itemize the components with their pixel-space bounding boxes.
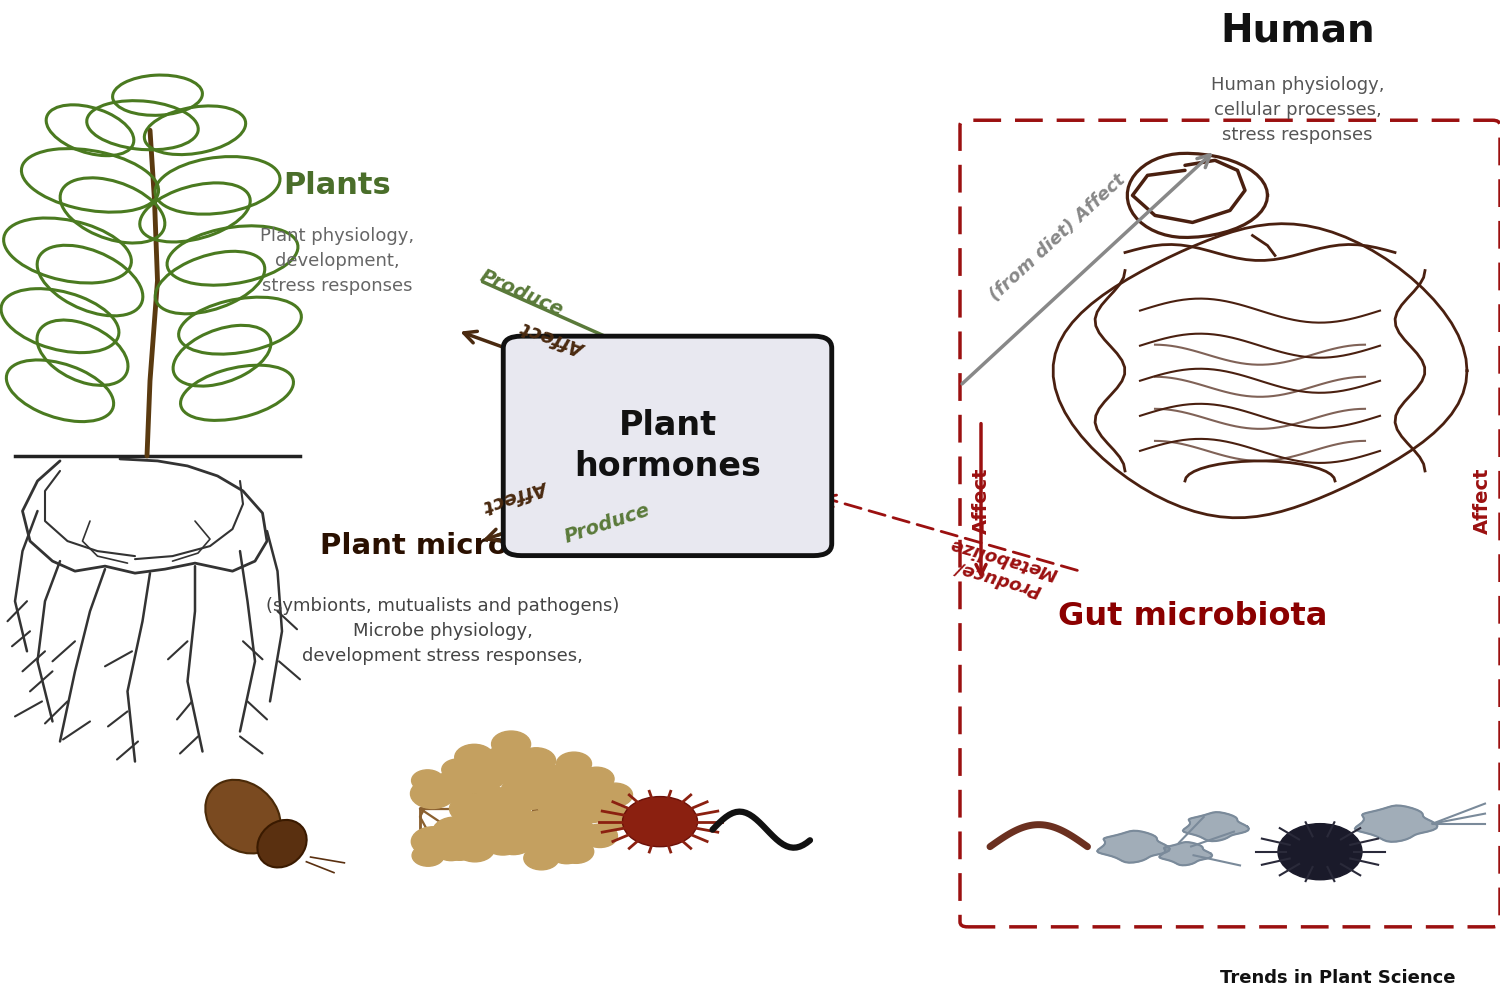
Circle shape xyxy=(465,825,498,846)
Text: Produce/
Metabolize: Produce/ Metabolize xyxy=(942,535,1060,602)
Circle shape xyxy=(478,788,512,809)
Circle shape xyxy=(597,784,633,807)
Polygon shape xyxy=(1160,842,1212,866)
Text: Human physiology,
cellular processes,
stress responses: Human physiology, cellular processes, st… xyxy=(1210,76,1384,144)
Circle shape xyxy=(456,836,495,862)
Circle shape xyxy=(582,824,618,848)
Circle shape xyxy=(556,753,591,776)
Circle shape xyxy=(413,845,444,866)
Circle shape xyxy=(432,817,477,847)
Text: Gut microbiota: Gut microbiota xyxy=(1058,601,1328,631)
Text: Plant
hormones: Plant hormones xyxy=(574,409,760,483)
Circle shape xyxy=(411,827,456,857)
Circle shape xyxy=(558,840,594,864)
Circle shape xyxy=(622,797,698,847)
Circle shape xyxy=(450,794,494,824)
Polygon shape xyxy=(1096,831,1170,863)
Circle shape xyxy=(524,827,572,859)
Text: Human: Human xyxy=(1220,11,1376,49)
Polygon shape xyxy=(1184,813,1250,841)
Circle shape xyxy=(537,792,576,818)
Circle shape xyxy=(544,767,592,799)
Text: Trends in Plant Science: Trends in Plant Science xyxy=(1220,969,1455,987)
Circle shape xyxy=(444,839,476,861)
Circle shape xyxy=(522,774,570,807)
Circle shape xyxy=(579,768,614,791)
Circle shape xyxy=(524,765,558,788)
Circle shape xyxy=(537,766,576,792)
Circle shape xyxy=(520,811,560,837)
Circle shape xyxy=(501,774,555,810)
Circle shape xyxy=(454,814,509,850)
Text: Produce: Produce xyxy=(477,267,566,321)
Circle shape xyxy=(430,772,476,802)
Circle shape xyxy=(546,816,596,849)
Circle shape xyxy=(442,759,474,781)
Circle shape xyxy=(549,841,584,864)
Text: Affect: Affect xyxy=(483,477,552,515)
Circle shape xyxy=(478,809,512,830)
Ellipse shape xyxy=(206,780,280,854)
Circle shape xyxy=(454,744,494,771)
Circle shape xyxy=(411,779,454,809)
Circle shape xyxy=(435,840,466,861)
Circle shape xyxy=(548,770,582,794)
Text: Affect: Affect xyxy=(1473,468,1491,534)
Circle shape xyxy=(524,847,560,870)
Circle shape xyxy=(478,746,532,783)
Circle shape xyxy=(480,802,534,838)
Circle shape xyxy=(453,756,507,792)
Circle shape xyxy=(597,807,633,830)
Circle shape xyxy=(482,750,520,777)
Circle shape xyxy=(1278,824,1362,880)
Text: Plant microbes: Plant microbes xyxy=(320,532,566,560)
Text: Affect: Affect xyxy=(972,468,990,534)
Text: Plant physiology,
development,
stress responses: Plant physiology, development, stress re… xyxy=(261,226,414,295)
Circle shape xyxy=(462,773,495,794)
Polygon shape xyxy=(1354,806,1437,842)
Ellipse shape xyxy=(258,820,306,868)
Text: Affect: Affect xyxy=(520,318,590,359)
Circle shape xyxy=(494,829,532,855)
Circle shape xyxy=(566,791,614,823)
Circle shape xyxy=(516,747,555,774)
Text: Plants: Plants xyxy=(284,171,392,199)
Text: (from diet) Affect: (from diet) Affect xyxy=(986,171,1130,305)
Circle shape xyxy=(433,776,465,797)
Text: Produce: Produce xyxy=(562,500,652,547)
Circle shape xyxy=(411,770,444,792)
Circle shape xyxy=(483,829,522,855)
Text: (symbionts, mutualists and pathogens)
Microbe physiology,
development stress res: (symbionts, mutualists and pathogens) Mi… xyxy=(266,597,620,665)
FancyBboxPatch shape xyxy=(504,337,831,555)
Circle shape xyxy=(492,731,531,758)
